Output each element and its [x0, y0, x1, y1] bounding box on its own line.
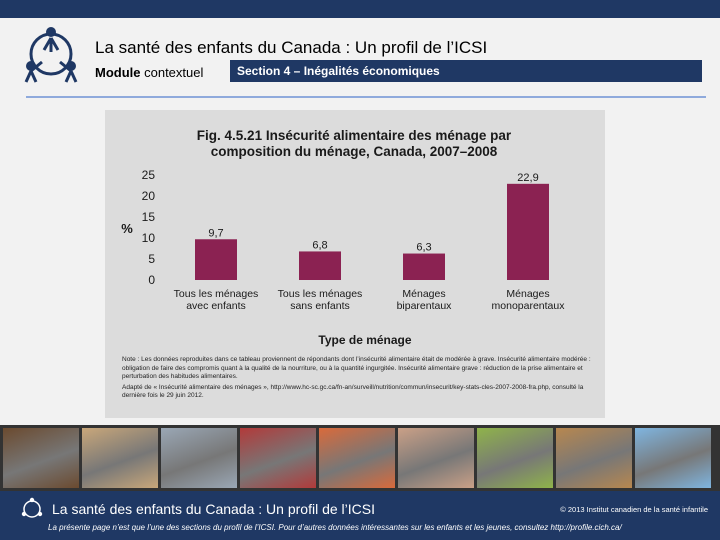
footer-copyright: © 2013 Institut canadien de la santé inf… [560, 505, 708, 514]
x-tick-label: Ménages [402, 288, 445, 300]
children-photo [477, 428, 553, 488]
children-photo [398, 428, 474, 488]
y-tick-label: 15 [142, 210, 156, 224]
y-axis-label: % [121, 221, 133, 236]
children-photo [161, 428, 237, 488]
photo-strip [0, 425, 720, 491]
bar [507, 183, 549, 280]
top-bar [0, 0, 720, 18]
footer: La santé des enfants du Canada : Un prof… [0, 491, 720, 540]
bar-value-label: 9,7 [208, 227, 223, 239]
header-divider [26, 96, 706, 98]
chart-title-line-1: Fig. 4.5.21 Insécurité alimentaire des m… [197, 128, 512, 143]
chart-notes: Note : Les données reproduites dans ce t… [122, 356, 592, 403]
bar [403, 253, 445, 280]
bar-chart: Fig. 4.5.21 Insécurité alimentaire des m… [121, 128, 566, 347]
page-title: La santé des enfants du Canada : Un prof… [95, 38, 488, 57]
children-photo [556, 428, 632, 488]
x-tick-label: Ménages [506, 288, 549, 300]
y-axis-ticks: 0 5 10 15 20 25 [142, 168, 156, 287]
x-tick-label: biparentaux [397, 300, 453, 312]
chart-title-line-2: composition du ménage, Canada, 2007–2008 [211, 144, 498, 159]
module-label-rest: contextuel [140, 65, 204, 80]
bar [195, 239, 237, 280]
x-tick-label: Tous les ménages [174, 288, 259, 300]
children-photo [319, 428, 395, 488]
x-tick-label: sans enfants [290, 300, 350, 312]
bars: 9,7 6,8 6,3 22,9 [195, 172, 549, 280]
x-tick-label: Tous les ménages [278, 288, 363, 300]
children-photo [82, 428, 158, 488]
y-tick-label: 20 [142, 189, 156, 203]
x-tick-label: monoparentaux [492, 300, 566, 312]
module-label-bold: Module [95, 65, 141, 80]
cich-logo-icon [24, 27, 78, 83]
children-photo [635, 428, 711, 488]
children-photo [240, 428, 316, 488]
footer-logo-icon [21, 497, 43, 518]
bar-value-label: 6,3 [416, 242, 431, 254]
x-tick-label: avec enfants [186, 300, 246, 312]
section-banner: Section 4 – Inégalités économiques [230, 60, 702, 82]
y-tick-label: 25 [142, 168, 156, 182]
bar-value-label: 6,8 [312, 239, 327, 251]
footer-title: La santé des enfants du Canada : Un prof… [52, 501, 375, 517]
bar-value-label: 22,9 [517, 172, 538, 184]
y-tick-label: 5 [148, 252, 155, 266]
chart-note-text: Note : Les données reproduites dans ce t… [122, 356, 591, 381]
bar [299, 251, 341, 280]
children-photo [3, 428, 79, 488]
chart-source-text: Adapté de « Insécurité alimentaire des m… [122, 383, 584, 400]
chart-panel: Fig. 4.5.21 Insécurité alimentaire des m… [105, 110, 605, 418]
module-label: Module contextuel [95, 65, 203, 80]
y-tick-label: 10 [142, 231, 156, 245]
x-axis-label: Type de ménage [318, 333, 411, 347]
y-tick-label: 0 [148, 273, 155, 287]
footer-note: La présente page n’est que l’une des sec… [48, 523, 622, 532]
